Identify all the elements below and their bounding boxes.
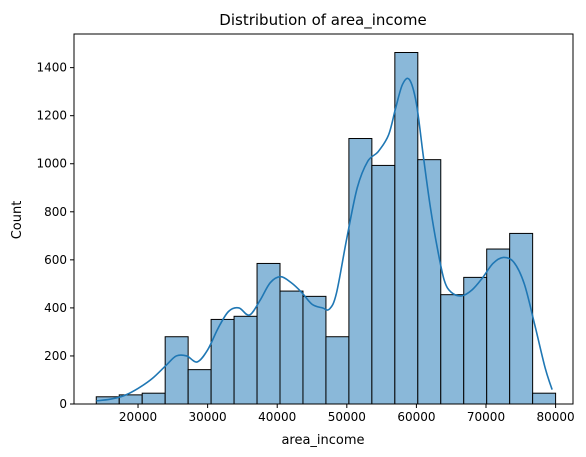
x-tick-label: 30000: [189, 410, 227, 424]
chart-title: Distribution of area_income: [219, 11, 426, 30]
histogram-bar: [509, 232, 534, 405]
histogram-bar: [210, 318, 235, 405]
x-tick-label: 80000: [537, 410, 575, 424]
x-tick-label: 40000: [258, 410, 296, 424]
histogram-bar: [141, 392, 166, 405]
x-axis-label: area_income: [281, 433, 364, 448]
histogram-bar: [233, 315, 258, 405]
histogram-bar: [532, 392, 557, 405]
kde-curve-group: [96, 77, 553, 402]
histogram-bar: [371, 164, 396, 405]
y-tick-label: 0: [59, 397, 67, 411]
histogram-bar: [325, 336, 350, 405]
y-axis-ticks: 0 200 400 600 800 1000 1200 1400: [36, 61, 74, 411]
y-tick-label: 600: [44, 253, 67, 267]
y-axis-label: Count: [10, 201, 25, 240]
histogram-bar: [279, 290, 304, 405]
histogram-bar: [463, 276, 488, 405]
histogram-bar: [394, 52, 419, 405]
x-tick-label: 20000: [119, 410, 157, 424]
histogram-bar: [302, 295, 327, 405]
x-axis-ticks: 20000 30000 40000 50000 60000 70000 80000: [119, 404, 575, 424]
kde-line: [96, 77, 553, 402]
y-tick-label: 1200: [36, 109, 67, 123]
y-tick-label: 200: [44, 349, 67, 363]
y-tick-label: 1000: [36, 157, 67, 171]
histogram-bar: [440, 294, 465, 405]
axes-frame: [73, 33, 574, 405]
histogram-bar: [164, 336, 189, 405]
x-tick-label: 70000: [467, 410, 505, 424]
y-tick-label: 400: [44, 301, 67, 315]
histogram-bar: [486, 248, 511, 405]
x-tick-label: 50000: [328, 410, 366, 424]
histogram-bar: [187, 369, 212, 405]
x-tick-label: 60000: [397, 410, 435, 424]
y-tick-label: 800: [44, 205, 67, 219]
y-tick-label: 1400: [36, 61, 67, 75]
